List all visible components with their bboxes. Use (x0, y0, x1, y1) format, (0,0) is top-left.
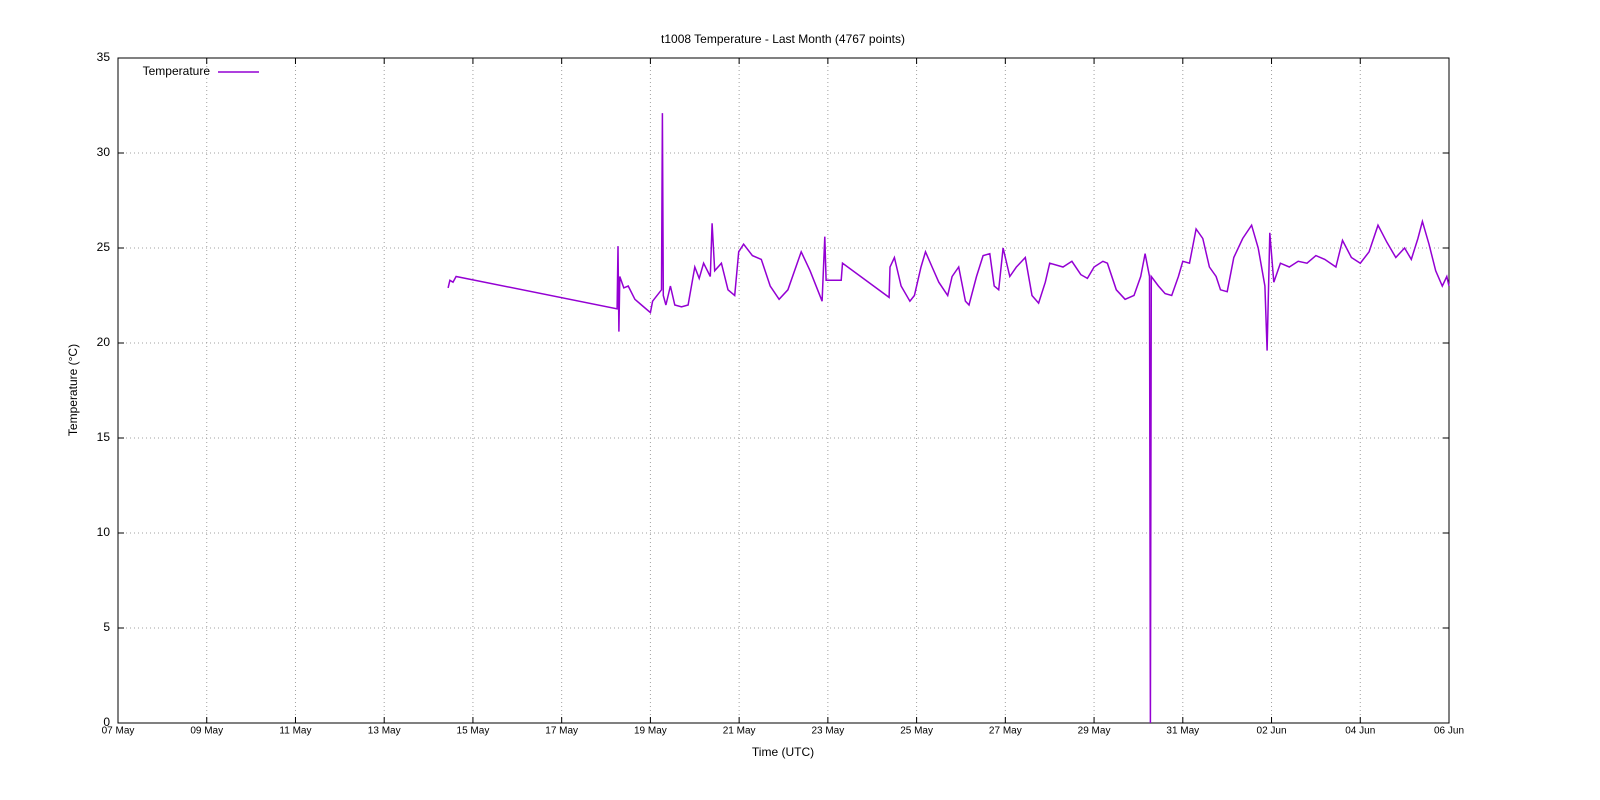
y-axis-label: Temperature (°C) (66, 344, 80, 436)
legend-label: Temperature (143, 64, 211, 78)
x-tick-label: 15 May (457, 726, 490, 737)
x-tick-label: 17 May (545, 726, 578, 737)
line (447, 113, 1450, 724)
x-tick-label: 11 May (279, 726, 311, 737)
x-tick-label: 23 May (811, 726, 844, 737)
x-tick-label: 31 May (1166, 726, 1199, 737)
y-tick-label: 30 (97, 145, 111, 159)
y-tick-label: 0 (103, 715, 110, 729)
x-tick-label: 07 May (102, 726, 135, 737)
x-tick-label: 09 May (190, 726, 223, 737)
x-tick-label: 19 May (634, 726, 667, 737)
x-tick-label: 13 May (368, 726, 401, 737)
x-tick-label: 06 Jun (1434, 726, 1464, 737)
x-tick-label: 02 Jun (1257, 726, 1287, 737)
x-tick-label: 29 May (1078, 726, 1111, 737)
y-tick-label: 5 (103, 620, 110, 634)
plot-border (117, 57, 1450, 724)
x-tick-label: 21 May (723, 726, 756, 737)
y-tick-label: 15 (97, 430, 111, 444)
chart-title: t1008 Temperature - Last Month (4767 poi… (661, 32, 905, 46)
x-tick-label: 27 May (989, 726, 1022, 737)
x-tick-label: 25 May (900, 726, 933, 737)
x-tick-label: 04 Jun (1345, 726, 1375, 737)
x-axis-label: Time (UTC) (752, 745, 814, 759)
y-tick-label: 20 (97, 335, 111, 349)
y-tick-label: 25 (97, 240, 111, 254)
y-tick-label: 10 (97, 525, 111, 539)
y-tick-label: 35 (97, 50, 111, 64)
